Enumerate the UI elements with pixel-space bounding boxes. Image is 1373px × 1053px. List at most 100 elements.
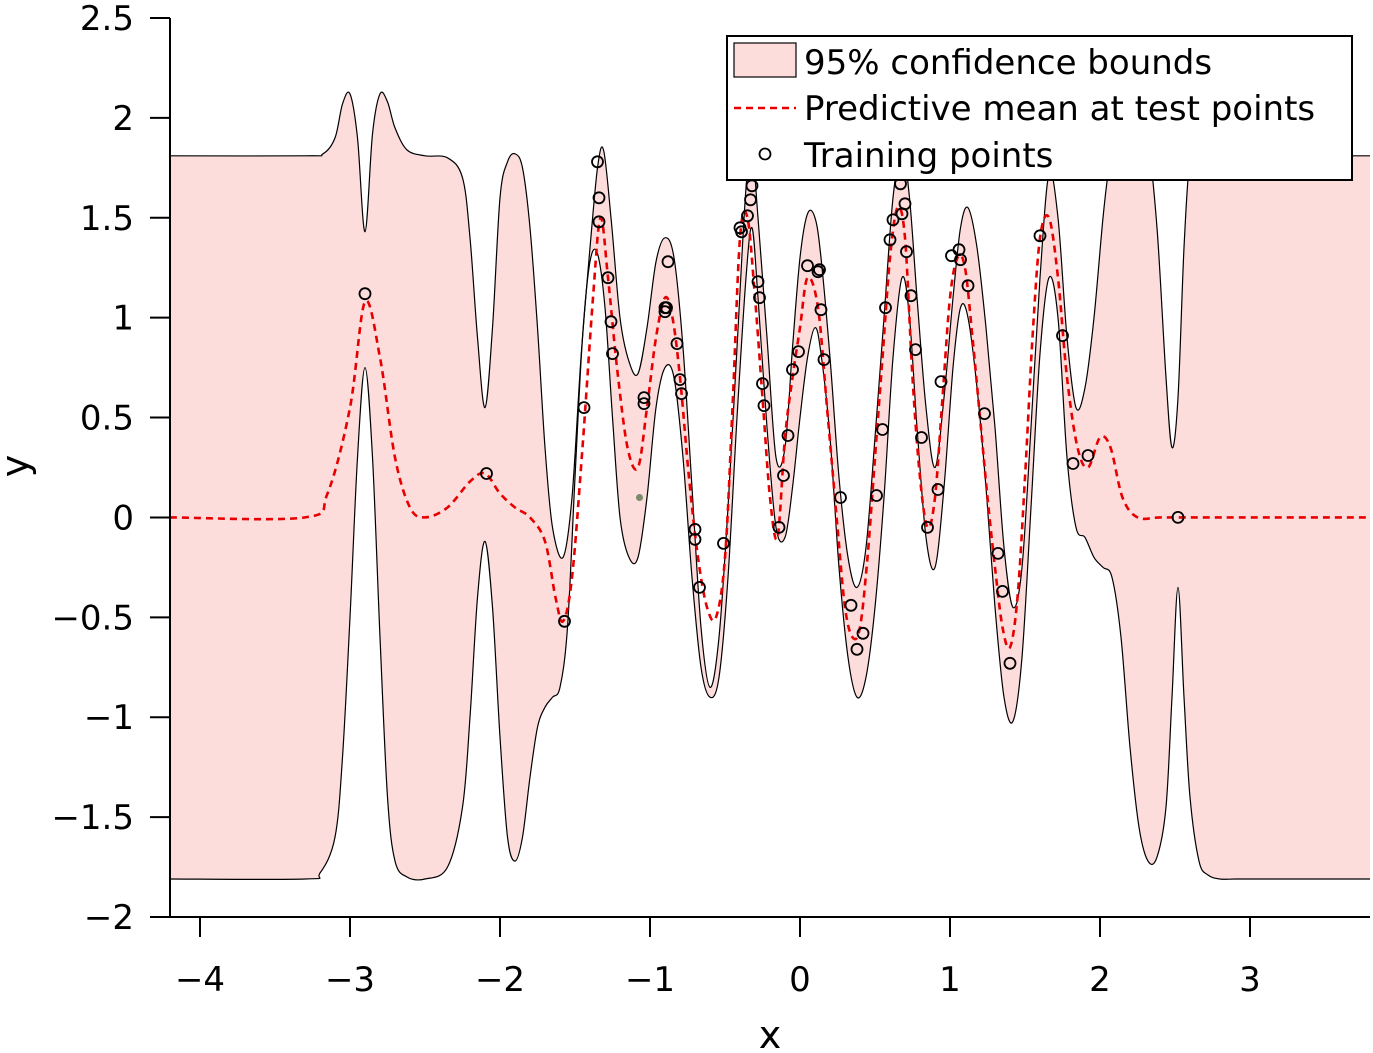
y-tick-label: −2 <box>84 898 134 938</box>
training-point <box>1033 229 1047 243</box>
training-point <box>786 363 799 377</box>
x-tick-label: −2 <box>475 960 525 1000</box>
training-point <box>1081 449 1095 462</box>
y-tick-label: −0.5 <box>51 598 134 638</box>
lower-bound-line <box>169 227 1370 881</box>
training-point <box>601 271 615 285</box>
training-point <box>844 598 858 612</box>
training-point <box>592 191 606 205</box>
y-tick-label: 1 <box>112 299 134 339</box>
training-point <box>670 337 684 351</box>
x-axis-label: x <box>759 1013 782 1053</box>
legend-entry-band: 95% confidence bounds <box>804 43 1212 83</box>
training-point <box>744 193 757 207</box>
training-point <box>879 301 892 315</box>
training-point <box>591 155 604 169</box>
y-axis-label: y <box>0 455 37 478</box>
training-point <box>801 259 814 273</box>
training-point <box>688 523 702 536</box>
training-point <box>688 533 702 546</box>
training-point <box>870 489 883 502</box>
training-point <box>558 614 571 628</box>
training-point <box>660 301 673 315</box>
x-tick-label: 3 <box>1239 960 1261 1000</box>
training-point <box>577 401 591 415</box>
training-point <box>604 315 618 329</box>
x-tick-label: −4 <box>175 960 225 1000</box>
y-tick-label: 2.5 <box>80 0 134 39</box>
training-point <box>741 209 754 223</box>
training-point <box>792 345 805 359</box>
y-tick-label: 2 <box>112 99 134 139</box>
training-point <box>883 233 897 247</box>
training-point <box>1003 656 1017 670</box>
training-point <box>915 431 928 444</box>
confidence-band <box>170 92 1370 880</box>
training-point <box>954 253 967 267</box>
training-point <box>693 581 706 594</box>
training-point <box>717 537 730 550</box>
training-point <box>592 215 606 229</box>
training-point <box>814 303 828 317</box>
legend-entry-mean: Predictive mean at test points <box>804 89 1315 129</box>
training-point <box>898 197 912 211</box>
legend-band-swatch <box>733 42 797 78</box>
training-point <box>606 347 619 361</box>
y-tick-label: −1.5 <box>51 798 134 838</box>
training-point <box>900 245 913 259</box>
training-point <box>637 391 651 405</box>
training-point <box>909 343 922 357</box>
training-point <box>817 353 831 367</box>
stray-point <box>636 494 643 501</box>
training-point <box>811 265 825 279</box>
training-point <box>921 521 934 534</box>
training-point <box>757 399 771 413</box>
training-point <box>904 289 918 303</box>
x-ticks: −4 −3 −2 −1 0 1 2 3 <box>175 917 1261 1000</box>
training-point <box>675 387 688 401</box>
y-tick-label: −1 <box>84 698 134 738</box>
training-point <box>753 291 766 305</box>
training-point <box>673 373 687 387</box>
training-point <box>756 377 769 391</box>
x-tick-label: −1 <box>625 960 675 1000</box>
training-point <box>772 521 786 534</box>
legend-points-swatch <box>758 147 772 161</box>
training-point <box>961 279 975 293</box>
x-tick-label: 2 <box>1089 960 1111 1000</box>
y-tick-label: 0.5 <box>80 399 134 439</box>
training-point <box>834 491 847 504</box>
x-tick-label: 1 <box>939 960 961 1000</box>
training-point <box>777 469 790 482</box>
legend: 95% confidence bounds Predictive mean at… <box>726 35 1353 181</box>
training-point <box>751 275 765 289</box>
x-tick-label: 0 <box>789 960 811 1000</box>
training-point <box>1066 457 1080 470</box>
plot-area <box>169 91 1370 881</box>
training-point <box>996 585 1009 598</box>
predictive-mean-line <box>169 205 1370 650</box>
training-point <box>735 225 748 239</box>
legend-box <box>726 35 1353 181</box>
training-point <box>850 642 864 656</box>
training-point <box>637 397 651 411</box>
training-point <box>1171 511 1185 524</box>
training-point <box>1056 329 1069 343</box>
training-point <box>991 547 1005 560</box>
legend-entry-points: Training points <box>803 136 1053 176</box>
training-point <box>661 255 675 269</box>
upper-bound-line <box>169 91 1370 688</box>
x-tick-label: −3 <box>325 960 375 1000</box>
training-points <box>358 155 1185 670</box>
y-tick-label: 0 <box>112 498 134 538</box>
training-point <box>886 213 900 227</box>
training-point <box>978 407 991 421</box>
training-point <box>856 626 870 640</box>
training-point <box>876 423 889 436</box>
training-point <box>781 429 795 442</box>
training-point <box>358 287 372 301</box>
y-tick-label: 1.5 <box>80 199 134 239</box>
training-point <box>480 467 493 480</box>
